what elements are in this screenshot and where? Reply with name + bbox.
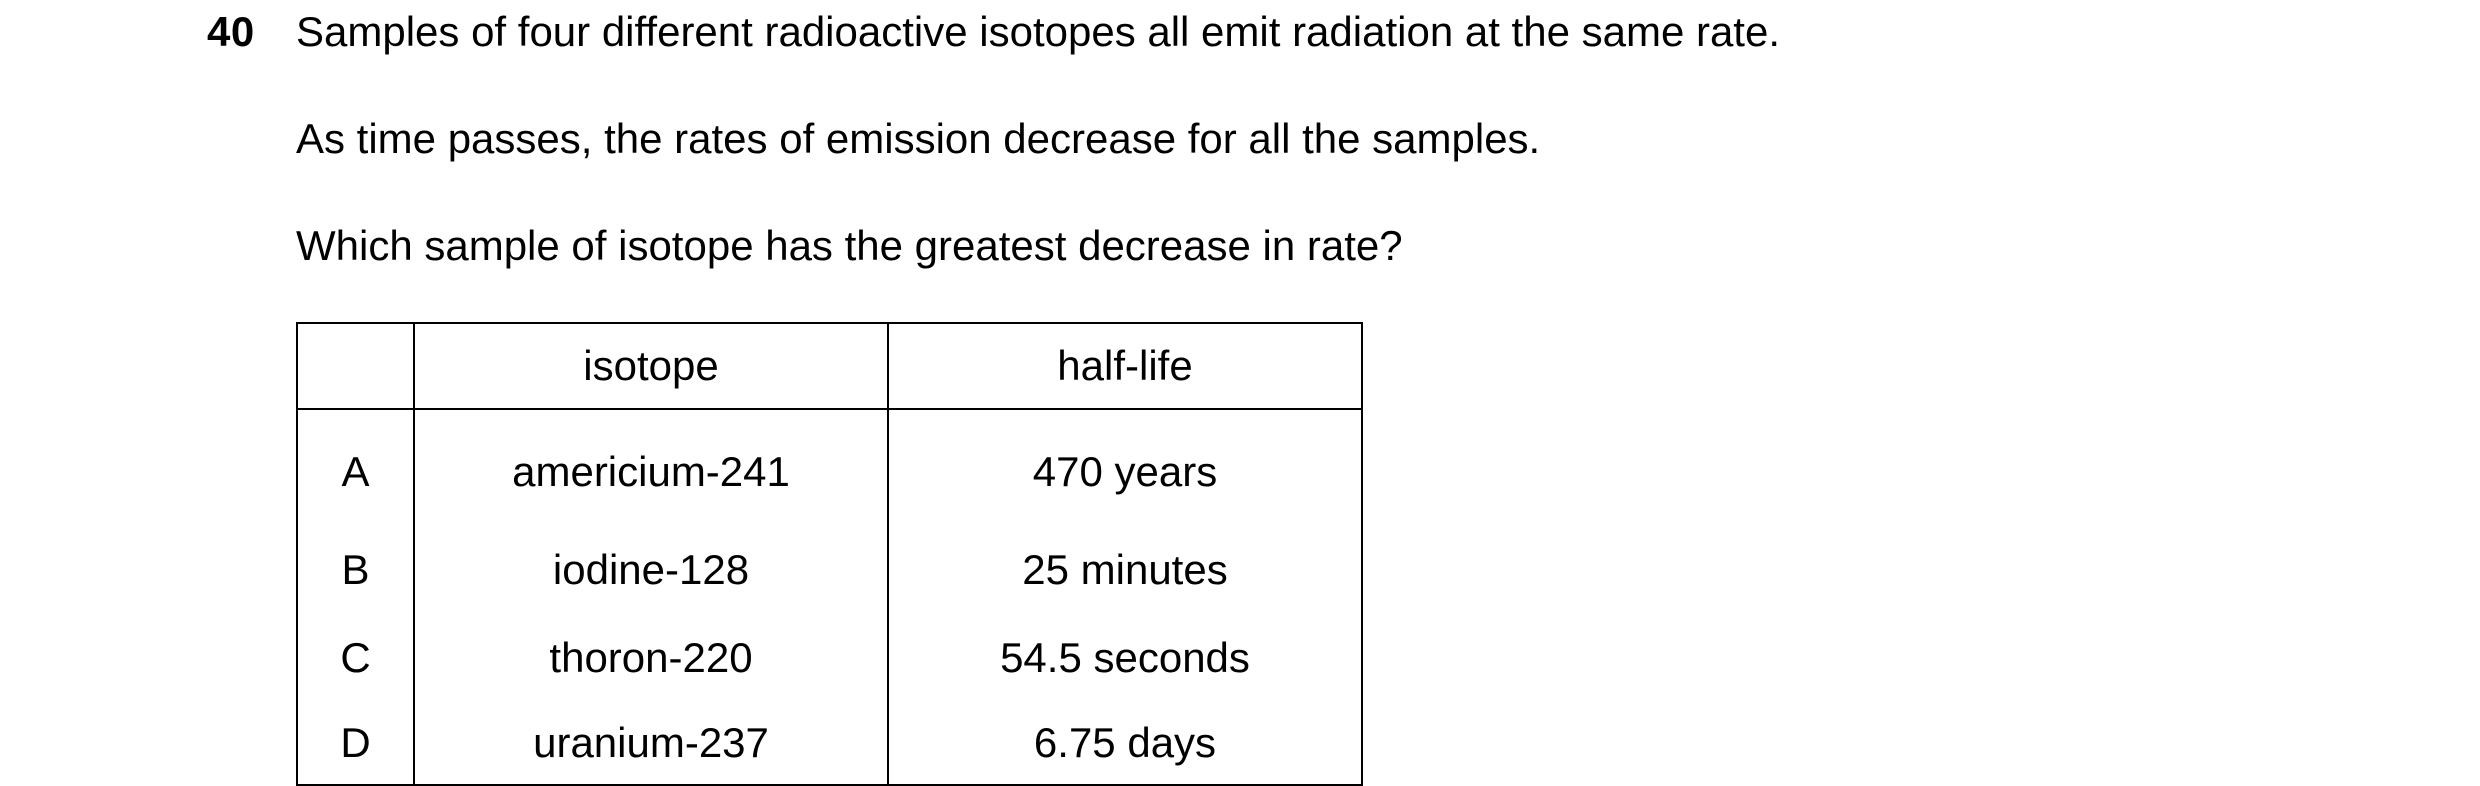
isotope-header: isotope (413, 322, 889, 410)
option-d-label: D (296, 702, 415, 786)
isotope-options-table: isotope half-life A americium-241 470 ye… (296, 322, 1363, 786)
option-d-half-life: 6.75 days (887, 702, 1363, 786)
option-c-half-life: 54.5 seconds (887, 614, 1363, 702)
question-prompt: Which sample of isotope has the greatest… (296, 222, 1403, 269)
option-c-isotope: thoron-220 (413, 614, 889, 702)
option-b-label: B (296, 526, 415, 614)
table-row-d: D uranium-237 6.75 days (296, 702, 1363, 786)
option-a-label: A (296, 409, 415, 526)
option-a-isotope: americium-241 (413, 409, 889, 526)
option-d-isotope: uranium-237 (413, 702, 889, 786)
question-context: As time passes, the rates of emission de… (296, 115, 1541, 162)
option-a-half-life: 470 years (887, 409, 1363, 526)
option-c-label: C (296, 614, 415, 702)
option-b-half-life: 25 minutes (887, 526, 1363, 614)
table-row-a: A americium-241 470 years (296, 409, 1363, 526)
table-header-row: isotope half-life (296, 322, 1363, 410)
half-life-header: half-life (887, 322, 1363, 410)
question-statement: Samples of four different radioactive is… (296, 8, 1781, 55)
option-b-isotope: iodine-128 (413, 526, 889, 614)
question-number: 40 (207, 8, 255, 55)
table-row-b: B iodine-128 25 minutes (296, 526, 1363, 614)
table-row-c: C thoron-220 54.5 seconds (296, 614, 1363, 702)
option-header (296, 322, 415, 410)
